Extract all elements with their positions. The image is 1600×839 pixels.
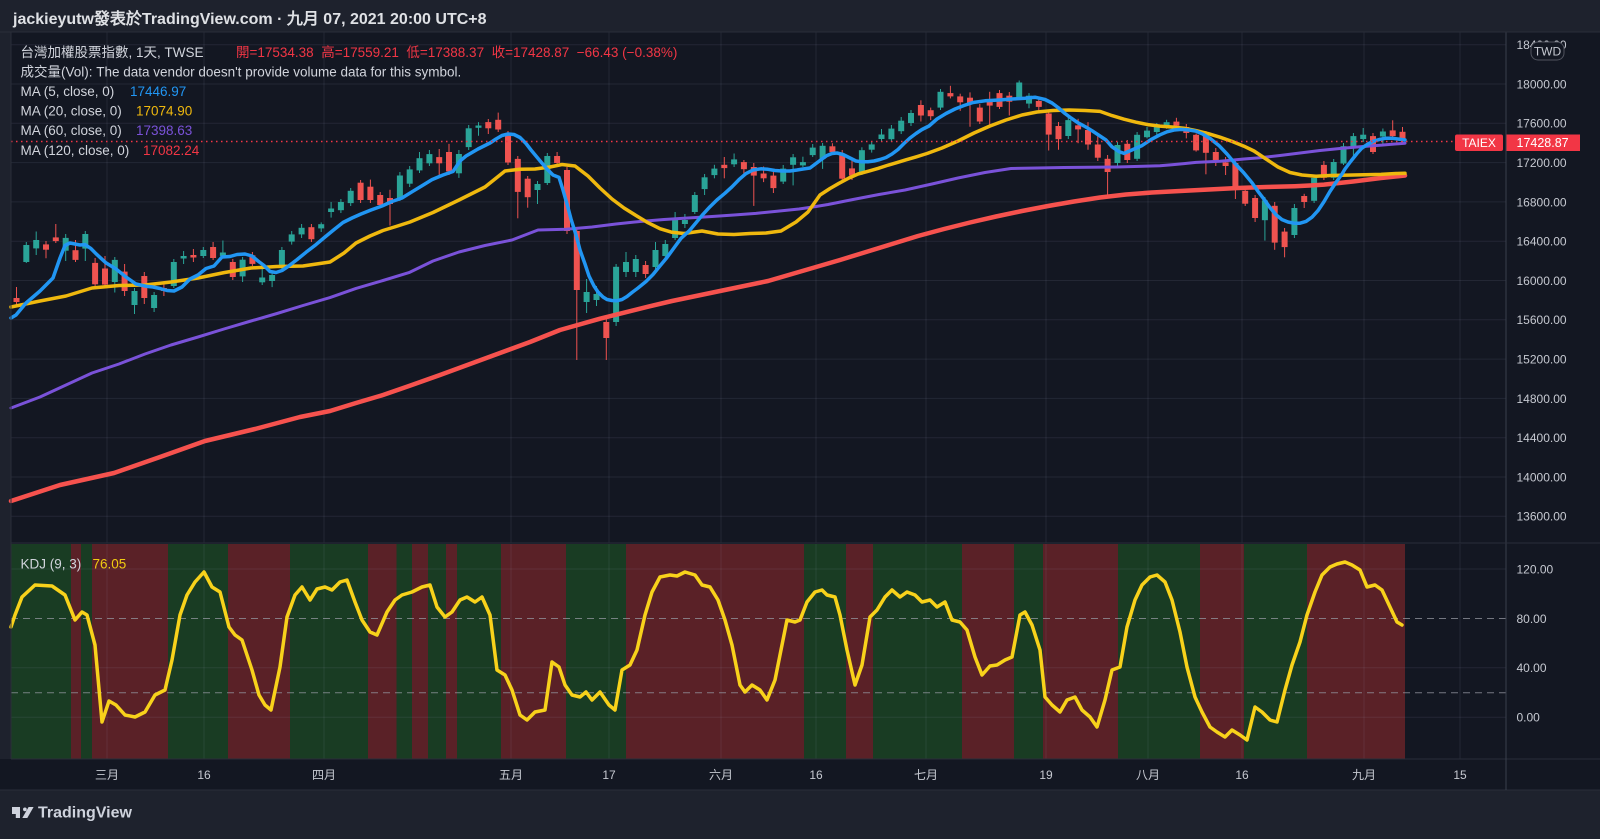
svg-text:開=17534.38 高=17559.21 低=1738: 開=17534.38 高=17559.21 低=17388.37 收=17428…: [236, 44, 677, 60]
svg-text:MA (120, close, 0): MA (120, close, 0): [21, 143, 130, 158]
svg-text:四月: 四月: [312, 768, 336, 782]
svg-text:17200.00: 17200.00: [1517, 156, 1567, 170]
svg-text:17428.87: 17428.87: [1517, 136, 1569, 150]
svg-text:16: 16: [197, 768, 211, 782]
svg-text:19: 19: [1039, 768, 1053, 782]
svg-text:成交量(Vol): The data vendor does: 成交量(Vol): The data vendor doesn't provid…: [21, 64, 462, 80]
svg-text:八月: 八月: [1136, 768, 1160, 782]
svg-text:MA (20, close, 0): MA (20, close, 0): [21, 104, 122, 119]
svg-text:0.00: 0.00: [1517, 711, 1541, 725]
svg-text:TWD: TWD: [1534, 45, 1562, 59]
svg-text:台灣加權股票指數, 1天, TWSE: 台灣加權股票指數, 1天, TWSE: [21, 45, 204, 60]
svg-text:17082.24: 17082.24: [143, 143, 200, 158]
svg-text:16000.00: 16000.00: [1517, 274, 1567, 288]
svg-text:14000.00: 14000.00: [1517, 470, 1567, 484]
svg-text:TradingView: TradingView: [38, 805, 133, 822]
svg-text:14800.00: 14800.00: [1517, 392, 1567, 406]
svg-text:16400.00: 16400.00: [1517, 235, 1567, 249]
svg-text:14400.00: 14400.00: [1517, 431, 1567, 445]
svg-text:17600.00: 17600.00: [1517, 117, 1567, 131]
svg-text:16: 16: [1235, 768, 1249, 782]
svg-text:九月: 九月: [1352, 768, 1376, 782]
svg-text:MA (5, close, 0): MA (5, close, 0): [21, 84, 115, 99]
svg-text:17398.63: 17398.63: [136, 123, 192, 138]
svg-text:18000.00: 18000.00: [1517, 77, 1567, 91]
svg-text:六月: 六月: [709, 768, 733, 782]
svg-text:16800.00: 16800.00: [1517, 195, 1567, 209]
svg-text:120.00: 120.00: [1517, 562, 1554, 576]
svg-text:TAIEX: TAIEX: [1462, 136, 1496, 150]
svg-text:KDJ (9, 3): KDJ (9, 3): [21, 557, 82, 572]
svg-text:jackieyutw發表於TradingView.com ·: jackieyutw發表於TradingView.com · 九月 07, 20…: [12, 9, 487, 28]
svg-text:七月: 七月: [914, 768, 938, 782]
svg-text:15600.00: 15600.00: [1517, 313, 1567, 327]
svg-text:76.05: 76.05: [93, 557, 127, 572]
svg-text:三月: 三月: [95, 768, 119, 782]
svg-text:13600.00: 13600.00: [1517, 510, 1567, 524]
svg-text:15: 15: [1453, 768, 1467, 782]
svg-text:17446.97: 17446.97: [130, 84, 186, 99]
svg-text:五月: 五月: [499, 768, 523, 782]
svg-text:15200.00: 15200.00: [1517, 353, 1567, 367]
svg-text:80.00: 80.00: [1517, 612, 1547, 626]
svg-text:MA (60, close, 0): MA (60, close, 0): [21, 123, 122, 138]
svg-text:16: 16: [809, 768, 823, 782]
svg-text:40.00: 40.00: [1517, 661, 1547, 675]
svg-text:17: 17: [602, 768, 616, 782]
svg-text:17074.90: 17074.90: [136, 104, 192, 119]
